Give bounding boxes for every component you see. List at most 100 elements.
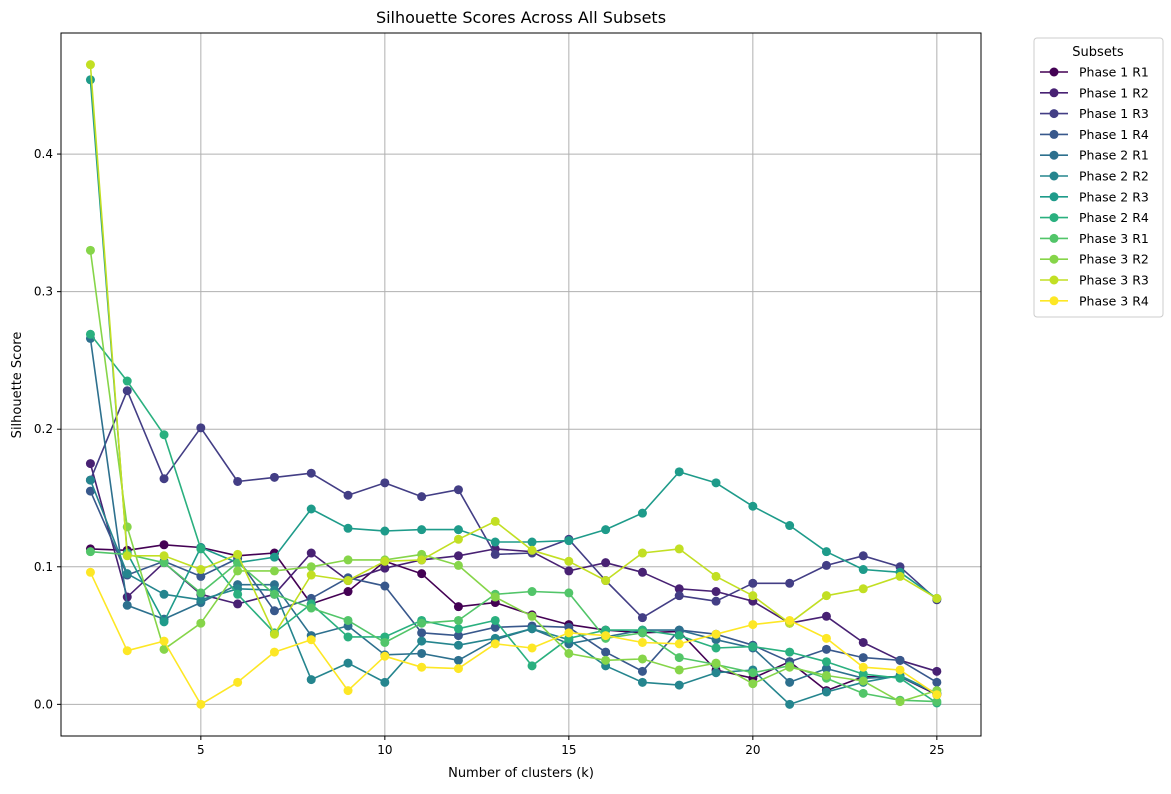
- data-point-phase-1-r4: [490, 622, 500, 632]
- data-point-phase-3-r3: [637, 548, 647, 558]
- data-point-phase-3-r4: [785, 615, 795, 625]
- data-point-phase-3-r2: [453, 560, 463, 570]
- data-point-phase-2-r3: [490, 537, 500, 547]
- data-point-phase-3-r3: [858, 584, 868, 594]
- data-point-phase-2-r4: [490, 615, 500, 625]
- data-point-phase-3-r4: [895, 665, 905, 675]
- data-point-phase-3-r4: [233, 677, 243, 687]
- data-point-phase-3-r2: [601, 655, 611, 665]
- series-phase-2-r3: [85, 75, 942, 627]
- data-point-phase-2-r2: [527, 624, 537, 634]
- series-phase-3-r2: [85, 245, 942, 707]
- data-point-phase-2-r3: [527, 537, 537, 547]
- data-point-phase-1-r2: [637, 567, 647, 577]
- data-point-phase-3-r1: [380, 637, 390, 647]
- legend-item-phase-3-r1: Phase 3 R1: [1040, 231, 1149, 246]
- data-point-phase-3-r2: [159, 644, 169, 654]
- data-point-phase-3-r2: [711, 658, 721, 668]
- data-point-phase-1-r4: [453, 631, 463, 641]
- data-point-phase-3-r3: [343, 576, 353, 586]
- legend-label: Phase 2 R3: [1079, 189, 1149, 204]
- x-tick-label: 5: [197, 743, 205, 757]
- data-point-phase-3-r3: [490, 516, 500, 526]
- data-point-phase-3-r2: [895, 697, 905, 707]
- legend-marker-swatch: [1049, 129, 1059, 139]
- series-phase-3-r3: [85, 60, 942, 639]
- data-point-phase-2-r3: [380, 526, 390, 536]
- data-point-phase-3-r3: [453, 534, 463, 544]
- data-point-phase-3-r3: [932, 593, 942, 603]
- data-point-phase-3-r4: [637, 637, 647, 647]
- data-point-phase-3-r3: [196, 565, 206, 575]
- data-point-phase-2-r4: [748, 642, 758, 652]
- legend-label: Phase 3 R4: [1079, 293, 1149, 308]
- data-point-phase-3-r4: [821, 633, 831, 643]
- legend-marker-swatch: [1049, 233, 1059, 243]
- data-point-phase-2-r3: [785, 521, 795, 531]
- data-point-phase-1-r3: [417, 492, 427, 502]
- data-point-phase-1-r2: [932, 666, 942, 676]
- legend-label: Phase 1 R2: [1079, 85, 1149, 100]
- data-point-phase-3-r1: [343, 615, 353, 625]
- y-tick-label: 0.1: [34, 560, 53, 574]
- data-point-phase-3-r2: [269, 566, 279, 576]
- data-point-phase-2-r4: [85, 329, 95, 339]
- data-point-phase-2-r2: [711, 668, 721, 678]
- plot-frame: [60, 32, 982, 737]
- data-point-phase-3-r1: [85, 547, 95, 557]
- series-phase-1-r3: [85, 386, 942, 623]
- data-point-phase-1-r3: [711, 596, 721, 606]
- data-point-phase-1-r4: [85, 486, 95, 496]
- data-point-phase-2-r2: [380, 677, 390, 687]
- data-point-phase-2-r3: [674, 467, 684, 477]
- data-point-phase-3-r1: [417, 618, 427, 628]
- legend-marker-swatch: [1049, 171, 1059, 181]
- legend-item-phase-1-r3: Phase 1 R3: [1040, 106, 1149, 121]
- data-point-phase-2-r1: [417, 648, 427, 658]
- data-point-phase-1-r3: [269, 472, 279, 482]
- series-line-phase-2-r2: [89, 479, 938, 706]
- series-line-phase-1-r3: [89, 389, 938, 619]
- y-tick-label: 0.2: [34, 422, 53, 436]
- data-point-phase-3-r3: [85, 60, 95, 70]
- series-phase-3-r4: [85, 567, 942, 709]
- data-point-phase-3-r1: [196, 588, 206, 598]
- data-point-phase-2-r3: [748, 501, 758, 511]
- y-tick-label: 0.3: [34, 285, 53, 299]
- data-point-phase-3-r1: [159, 558, 169, 568]
- data-point-phase-3-r3: [122, 551, 132, 561]
- data-point-phase-3-r2: [527, 611, 537, 621]
- data-point-phase-1-r3: [490, 549, 500, 559]
- data-point-phase-3-r4: [269, 647, 279, 657]
- data-point-phase-3-r2: [858, 676, 868, 686]
- data-point-phase-3-r3: [564, 556, 574, 566]
- data-point-phase-2-r1: [785, 677, 795, 687]
- data-point-phase-1-r3: [122, 386, 132, 396]
- series-phase-1-r4: [85, 486, 942, 687]
- data-point-phase-2-r3: [417, 525, 427, 535]
- series-phase-2-r4: [85, 329, 942, 708]
- y-tick-label: 0.4: [34, 147, 53, 161]
- data-point-phase-3-r2: [564, 648, 574, 658]
- legend-item-phase-1-r2: Phase 1 R2: [1040, 85, 1149, 100]
- legend-label: Phase 2 R2: [1079, 169, 1149, 184]
- legend-item-phase-2-r2: Phase 2 R2: [1040, 169, 1149, 184]
- data-point-phase-3-r1: [564, 588, 574, 598]
- data-point-phase-3-r2: [637, 654, 647, 664]
- data-point-phase-3-r4: [601, 631, 611, 641]
- data-point-phase-1-r2: [711, 587, 721, 597]
- data-point-phase-3-r4: [343, 686, 353, 696]
- legend-marker-swatch: [1049, 254, 1059, 264]
- legend-marker-swatch: [1049, 275, 1059, 285]
- series-line-phase-1-r1: [90, 543, 938, 696]
- data-point-phase-2-r3: [858, 565, 868, 575]
- data-point-phase-2-r2: [637, 677, 647, 687]
- data-point-phase-3-r3: [895, 571, 905, 581]
- legend-marker-swatch: [1049, 88, 1059, 98]
- data-point-phase-2-r3: [453, 525, 463, 535]
- legend-label: Phase 3 R2: [1079, 252, 1149, 267]
- legend-marker-swatch: [1049, 192, 1059, 202]
- data-point-phase-2-r2: [122, 569, 132, 579]
- data-point-phase-2-r2: [85, 475, 95, 485]
